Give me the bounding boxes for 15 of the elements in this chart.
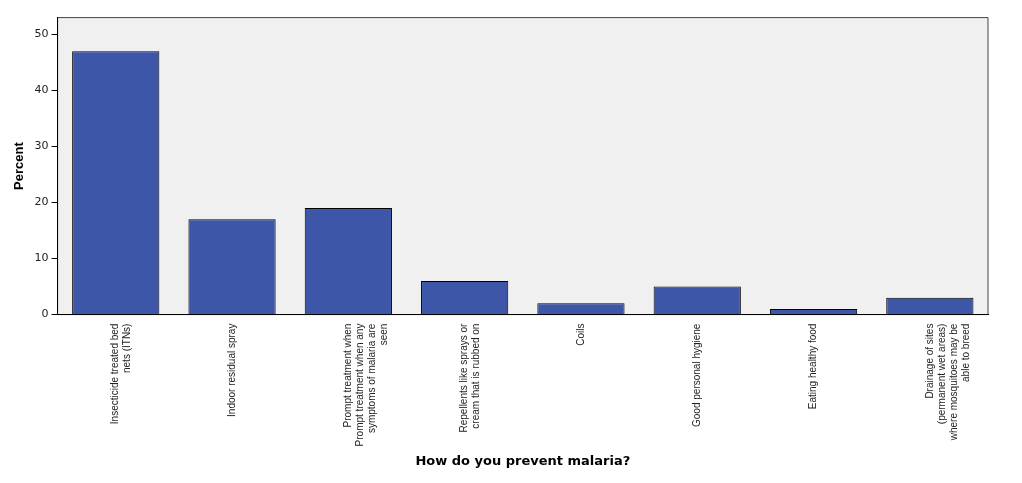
x-axis-title: How do you prevent malaria? — [415, 452, 631, 468]
x-tick-label: Eating healthy food — [807, 323, 819, 410]
y-tick-label: 50 — [34, 27, 49, 41]
y-tick-label: 0 — [41, 307, 49, 321]
x-tick-label: Indoor residual spray — [225, 323, 237, 417]
x-tick-label: Drainage of sites (permanent wet areas) where mosquitoes may be able to breed — [923, 323, 971, 442]
y-tick-label: 10 — [34, 251, 49, 265]
x-tick-label: Coils — [574, 323, 586, 346]
y-tick-label: 20 — [34, 195, 49, 209]
x-tick-label: Good personal hygiene — [691, 323, 702, 427]
y-axis-title: Percent — [11, 141, 27, 190]
x-tick-label: Insecticide treated bed nets (ITNs) — [109, 323, 133, 425]
y-tick-label: 40 — [34, 83, 49, 97]
x-tick-label: Prompt treatment when Prompt treatment when any symptoms of malaria are seen — [342, 323, 390, 447]
y-tick-label: 30 — [34, 139, 49, 153]
